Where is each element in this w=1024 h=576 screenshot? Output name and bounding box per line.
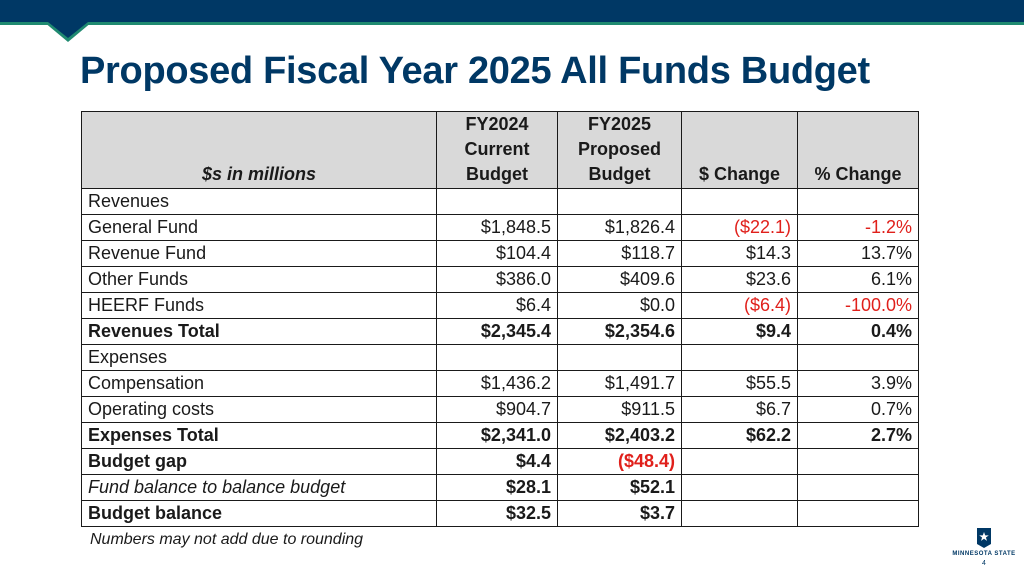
cell-dollar-change bbox=[681, 474, 798, 501]
row-label: HEERF Funds bbox=[81, 292, 437, 319]
cell-fy2025: ($48.4) bbox=[557, 448, 682, 475]
table-row: Revenue Fund $104.4 $118.7 $14.3 13.7% bbox=[81, 240, 919, 267]
cell-dollar-change bbox=[681, 188, 798, 215]
page-number: 4 bbox=[982, 560, 986, 567]
top-banner bbox=[0, 0, 1024, 22]
row-label: General Fund bbox=[81, 214, 437, 241]
cell-fy2024: $4.4 bbox=[436, 448, 558, 475]
cell-dollar-change: $9.4 bbox=[681, 318, 798, 345]
cell-percent-change: 6.1% bbox=[797, 266, 919, 293]
cell-fy2025: $2,403.2 bbox=[557, 422, 682, 449]
cell-dollar-change: ($6.4) bbox=[681, 292, 798, 319]
banner-notch-inner bbox=[48, 22, 88, 38]
cell-fy2024: $904.7 bbox=[436, 396, 558, 423]
cell-dollar-change bbox=[681, 448, 798, 475]
cell-fy2025 bbox=[557, 188, 682, 215]
row-label: Revenues Total bbox=[81, 318, 437, 345]
table-row: Other Funds $386.0 $409.6 $23.6 6.1% bbox=[81, 266, 919, 293]
cell-fy2024: $2,341.0 bbox=[436, 422, 558, 449]
row-label: Other Funds bbox=[81, 266, 437, 293]
cell-fy2024 bbox=[436, 188, 558, 215]
cell-percent-change bbox=[797, 448, 919, 475]
cell-dollar-change: ($22.1) bbox=[681, 214, 798, 241]
table-header-row: $s in millions FY2024 Current Budget FY2… bbox=[81, 111, 919, 189]
cell-dollar-change: $23.6 bbox=[681, 266, 798, 293]
cell-dollar-change: $55.5 bbox=[681, 370, 798, 397]
row-label: Fund balance to balance budget bbox=[81, 474, 437, 501]
cell-fy2025: $409.6 bbox=[557, 266, 682, 293]
table-row: Compensation $1,436.2 $1,491.7 $55.5 3.9… bbox=[81, 370, 919, 397]
cell-dollar-change: $62.2 bbox=[681, 422, 798, 449]
header-percent-change: % Change bbox=[797, 111, 919, 189]
table-row: Expenses Total $2,341.0 $2,403.2 $62.2 2… bbox=[81, 422, 919, 449]
cell-fy2025: $911.5 bbox=[557, 396, 682, 423]
table-row: General Fund $1,848.5 $1,826.4 ($22.1) -… bbox=[81, 214, 919, 241]
slide-title: Proposed Fiscal Year 2025 All Funds Budg… bbox=[80, 50, 870, 92]
cell-fy2024: $104.4 bbox=[436, 240, 558, 267]
header-units: $s in millions bbox=[81, 111, 437, 189]
table-row: Expenses bbox=[81, 344, 919, 371]
cell-percent-change: 3.9% bbox=[797, 370, 919, 397]
row-label: Budget balance bbox=[81, 500, 437, 527]
table-row: HEERF Funds $6.4 $0.0 ($6.4) -100.0% bbox=[81, 292, 919, 319]
cell-dollar-change bbox=[681, 344, 798, 371]
table-row: Revenues Total $2,345.4 $2,354.6 $9.4 0.… bbox=[81, 318, 919, 345]
cell-dollar-change bbox=[681, 500, 798, 527]
cell-fy2024: $2,345.4 bbox=[436, 318, 558, 345]
cell-fy2025: $1,826.4 bbox=[557, 214, 682, 241]
cell-percent-change bbox=[797, 500, 919, 527]
cell-percent-change: 0.7% bbox=[797, 396, 919, 423]
cell-percent-change bbox=[797, 344, 919, 371]
cell-percent-change: 13.7% bbox=[797, 240, 919, 267]
cell-dollar-change: $6.7 bbox=[681, 396, 798, 423]
row-label: Revenue Fund bbox=[81, 240, 437, 267]
table-row: Budget balance $32.5 $3.7 bbox=[81, 500, 919, 527]
logo-wordmark: MINNESOTA STATE bbox=[952, 551, 1016, 557]
cell-percent-change bbox=[797, 188, 919, 215]
cell-percent-change bbox=[797, 474, 919, 501]
cell-fy2025: $3.7 bbox=[557, 500, 682, 527]
table-row: Revenues bbox=[81, 188, 919, 215]
table-row: Fund balance to balance budget $28.1 $52… bbox=[81, 474, 919, 501]
cell-fy2025: $118.7 bbox=[557, 240, 682, 267]
table-row: Operating costs $904.7 $911.5 $6.7 0.7% bbox=[81, 396, 919, 423]
cell-fy2025 bbox=[557, 344, 682, 371]
cell-fy2024: $28.1 bbox=[436, 474, 558, 501]
cell-fy2024: $32.5 bbox=[436, 500, 558, 527]
row-label: Expenses Total bbox=[81, 422, 437, 449]
star-flag-icon bbox=[977, 528, 991, 548]
header-fy2025: FY2025 Proposed Budget bbox=[557, 111, 682, 189]
cell-fy2025: $1,491.7 bbox=[557, 370, 682, 397]
rounding-footnote: Numbers may not add due to rounding bbox=[90, 531, 364, 548]
row-label: Budget gap bbox=[81, 448, 437, 475]
cell-fy2025: $0.0 bbox=[557, 292, 682, 319]
minnesota-state-logo: MINNESOTA STATE bbox=[952, 528, 1016, 557]
row-label: Expenses bbox=[81, 344, 437, 371]
cell-percent-change: -1.2% bbox=[797, 214, 919, 241]
cell-percent-change: -100.0% bbox=[797, 292, 919, 319]
cell-fy2024: $386.0 bbox=[436, 266, 558, 293]
cell-dollar-change: $14.3 bbox=[681, 240, 798, 267]
cell-fy2024: $6.4 bbox=[436, 292, 558, 319]
row-label: Revenues bbox=[81, 188, 437, 215]
cell-fy2024 bbox=[436, 344, 558, 371]
cell-percent-change: 0.4% bbox=[797, 318, 919, 345]
top-accent-line bbox=[0, 22, 1024, 25]
cell-fy2024: $1,436.2 bbox=[436, 370, 558, 397]
row-label: Operating costs bbox=[81, 396, 437, 423]
row-label: Compensation bbox=[81, 370, 437, 397]
cell-percent-change: 2.7% bbox=[797, 422, 919, 449]
header-fy2024: FY2024 Current Budget bbox=[436, 111, 558, 189]
cell-fy2025: $2,354.6 bbox=[557, 318, 682, 345]
cell-fy2025: $52.1 bbox=[557, 474, 682, 501]
cell-fy2024: $1,848.5 bbox=[436, 214, 558, 241]
table-row: Budget gap $4.4 ($48.4) bbox=[81, 448, 919, 475]
header-dollar-change: $ Change bbox=[681, 111, 798, 189]
budget-table: $s in millions FY2024 Current Budget FY2… bbox=[81, 111, 919, 527]
